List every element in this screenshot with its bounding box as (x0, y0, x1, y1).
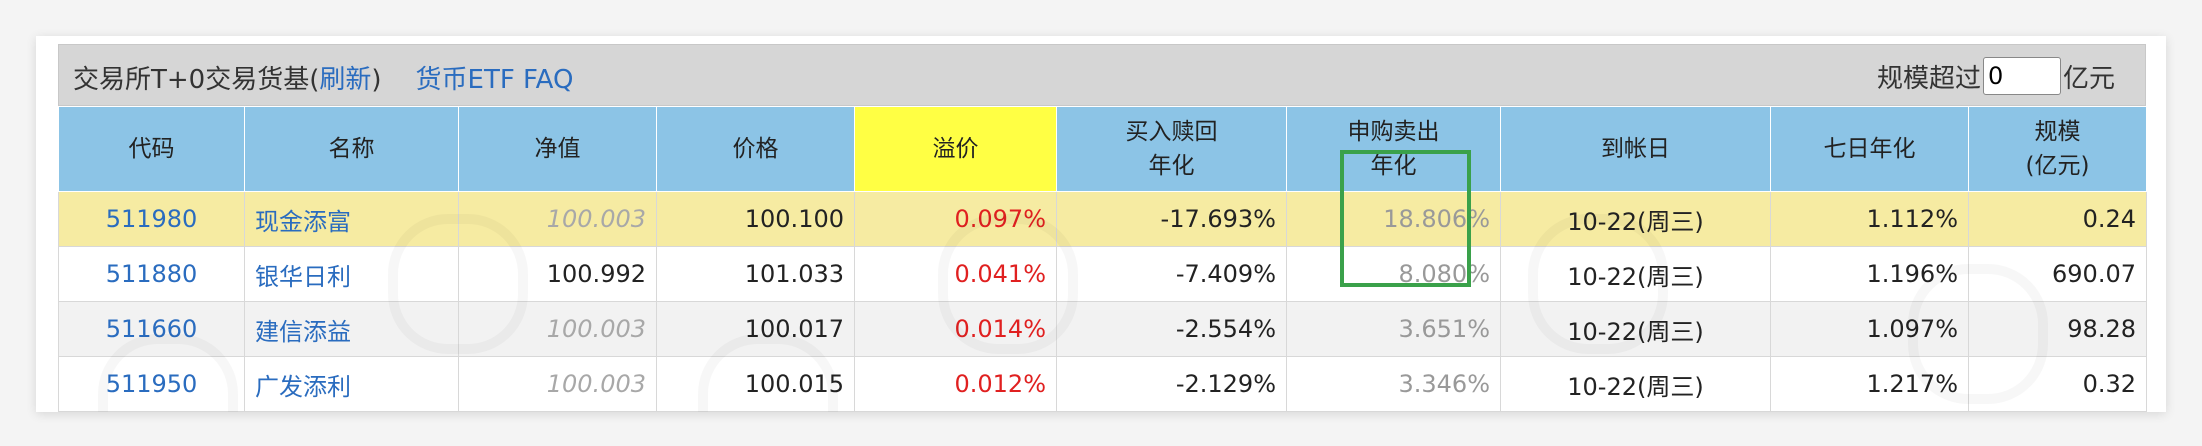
cell-sub-sell-annual: 3.651% (1286, 301, 1501, 357)
table-title: 交易所T+0交易货基(刷新) 货币ETF FAQ (73, 59, 573, 96)
card-panel: 交易所T+0交易货基(刷新) 货币ETF FAQ 规模超过 亿元 代码 名称 净值 … (36, 36, 2166, 412)
cell-sub-sell-annual: 18.806% (1286, 191, 1501, 247)
header-buy-redeem-line1: 买入赎回 (1125, 119, 1218, 145)
header-row: 代码 名称 净值 价格 溢价 买入赎回年化 申购卖出年化 到帐日 七日年化 规模… (58, 106, 2147, 192)
header-price[interactable]: 价格 (656, 106, 855, 192)
cell-nav: 100.003 (458, 191, 657, 247)
header-scale[interactable]: 规模 (亿元) (1968, 106, 2147, 192)
cell-arrival-date: 10-22(周三) (1500, 301, 1771, 357)
cell-code[interactable]: 511980 (58, 191, 245, 247)
cell-code[interactable]: 511950 (58, 356, 245, 412)
cell-buy-redeem-annual: -2.554% (1056, 301, 1287, 357)
cell-scale: 98.28 (1968, 301, 2147, 357)
cell-nav: 100.003 (458, 301, 657, 357)
cell-arrival-date: 10-22(周三) (1500, 191, 1771, 247)
header-arrival-date[interactable]: 到帐日 (1500, 106, 1771, 192)
cell-name[interactable]: 广发添利 (244, 356, 459, 412)
cell-nav: 100.992 (458, 246, 657, 302)
cell-price: 100.100 (656, 191, 855, 247)
cell-seven-day-annual: 1.097% (1770, 301, 1969, 357)
money-fund-table-panel: 交易所T+0交易货基(刷新) 货币ETF FAQ 规模超过 亿元 代码 名称 净值 … (58, 44, 2147, 412)
table-row[interactable]: 511660 建信添益 100.003 100.017 0.014% -2.55… (58, 301, 2147, 357)
table-row[interactable]: 511880 银华日利 100.992 101.033 0.041% -7.40… (58, 246, 2147, 302)
cell-buy-redeem-annual: -2.129% (1056, 356, 1287, 412)
cell-arrival-date: 10-22(周三) (1500, 356, 1771, 412)
data-table: 代码 名称 净值 价格 溢价 买入赎回年化 申购卖出年化 到帐日 七日年化 规模… (58, 106, 2147, 412)
cell-seven-day-annual: 1.196% (1770, 246, 1969, 302)
cell-scale: 690.07 (1968, 246, 2147, 302)
cell-buy-redeem-annual: -7.409% (1056, 246, 1287, 302)
cell-code[interactable]: 511660 (58, 301, 245, 357)
cell-code[interactable]: 511880 (58, 246, 245, 302)
etf-faq-link[interactable]: 货币ETF FAQ (415, 65, 574, 95)
scale-filter-input[interactable] (1982, 57, 2061, 95)
title-text: 交易所T+0交易货基( (73, 65, 320, 95)
cell-seven-day-annual: 1.217% (1770, 356, 1969, 412)
cell-price: 101.033 (656, 246, 855, 302)
cell-name[interactable]: 银华日利 (244, 246, 459, 302)
cell-arrival-date: 10-22(周三) (1500, 246, 1771, 302)
header-sub-sell-line2: 年化 (1370, 153, 1417, 179)
cell-buy-redeem-annual: -17.693% (1056, 191, 1287, 247)
cell-sub-sell-annual: 8.080% (1286, 246, 1501, 302)
cell-scale: 0.32 (1968, 356, 2147, 412)
cell-premium: 0.014% (854, 301, 1057, 357)
cell-premium: 0.012% (854, 356, 1057, 412)
header-name[interactable]: 名称 (244, 106, 459, 192)
header-buy-redeem-annual[interactable]: 买入赎回 年化 (1056, 106, 1287, 192)
header-nav[interactable]: 净值 (458, 106, 657, 192)
header-buy-redeem-line2: 年化 (1148, 153, 1195, 179)
cell-sub-sell-annual: 3.346% (1286, 356, 1501, 412)
table-title-bar: 交易所T+0交易货基(刷新) 货币ETF FAQ 规模超过 亿元 (58, 44, 2146, 106)
header-premium[interactable]: 溢价 (854, 106, 1057, 192)
cell-name[interactable]: 建信添益 (244, 301, 459, 357)
cell-name[interactable]: 现金添富 (244, 191, 459, 247)
cell-nav: 100.003 (458, 356, 657, 412)
refresh-link[interactable]: 刷新 (319, 65, 372, 95)
header-code[interactable]: 代码 (58, 106, 245, 192)
cell-price: 100.015 (656, 356, 855, 412)
cell-premium: 0.097% (854, 191, 1057, 247)
scale-filter-label: 规模超过 (1876, 63, 1981, 94)
scale-filter: 规模超过 亿元 (1877, 57, 2115, 95)
header-scale-line2: (亿元) (2025, 153, 2090, 179)
table-row[interactable]: 511950 广发添利 100.003 100.015 0.012% -2.12… (58, 356, 2147, 412)
cell-premium: 0.041% (854, 246, 1057, 302)
header-seven-day-annual[interactable]: 七日年化 (1770, 106, 1969, 192)
header-sub-sell-line1: 申购卖出 (1347, 119, 1440, 145)
scale-filter-unit: 亿元 (2062, 63, 2115, 94)
table-row[interactable]: 511980 现金添富 100.003 100.100 0.097% -17.6… (58, 191, 2147, 247)
cell-price: 100.017 (656, 301, 855, 357)
header-sub-sell-annual[interactable]: 申购卖出 年化 (1286, 106, 1501, 192)
title-close-paren: ) (371, 65, 382, 95)
cell-scale: 0.24 (1968, 191, 2147, 247)
header-scale-line1: 规模 (2034, 119, 2081, 145)
cell-seven-day-annual: 1.112% (1770, 191, 1969, 247)
